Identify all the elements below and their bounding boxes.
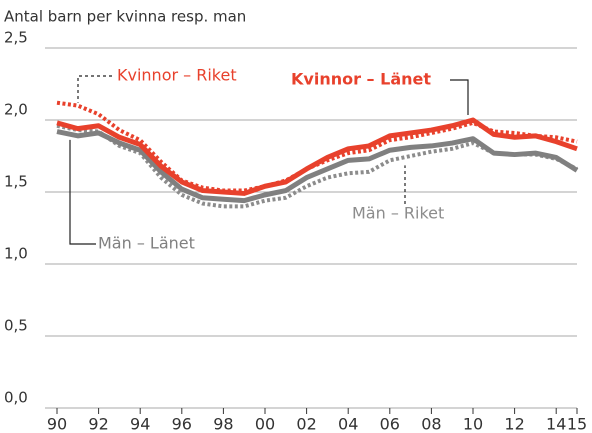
series-label: Kvinnor – Länet: [291, 70, 431, 89]
y-tick-label: 2,0: [4, 101, 28, 119]
x-tick-label: 14: [546, 415, 566, 433]
x-tick-label: 90: [47, 415, 67, 433]
y-tick-label: 0,5: [4, 317, 28, 335]
series-label: Män – Riket: [352, 204, 444, 223]
series-line: [56, 117, 578, 196]
y-tick-label: 1,5: [4, 173, 28, 191]
leader-line: [69, 139, 96, 245]
x-tick-label: 15: [567, 415, 587, 433]
x-tick-label: 06: [380, 415, 400, 433]
y-tick-label: 2,5: [4, 29, 28, 47]
chart-title: Antal barn per kvinna resp. man: [4, 8, 246, 26]
y-tick-label: 1,0: [4, 245, 28, 263]
series-label: Män – Länet: [98, 234, 195, 253]
x-tick-label: 92: [88, 415, 108, 433]
x-tick-label: 02: [296, 415, 316, 433]
x-tick-label: 08: [421, 415, 441, 433]
x-tick-label: 12: [504, 415, 524, 433]
series-label: Kvinnor – Riket: [117, 66, 237, 85]
x-tick-label: 96: [172, 415, 192, 433]
x-tick-label: 94: [130, 415, 150, 433]
x-tick-label: 00: [255, 415, 275, 433]
x-tick-label: 04: [338, 415, 358, 433]
leader-line: [450, 79, 469, 115]
series-line: [56, 129, 579, 204]
x-tick-label: 98: [213, 415, 233, 433]
x-tick-label: 10: [463, 415, 483, 433]
y-tick-label: 0,0: [4, 389, 28, 407]
leader-line: [77, 75, 112, 103]
